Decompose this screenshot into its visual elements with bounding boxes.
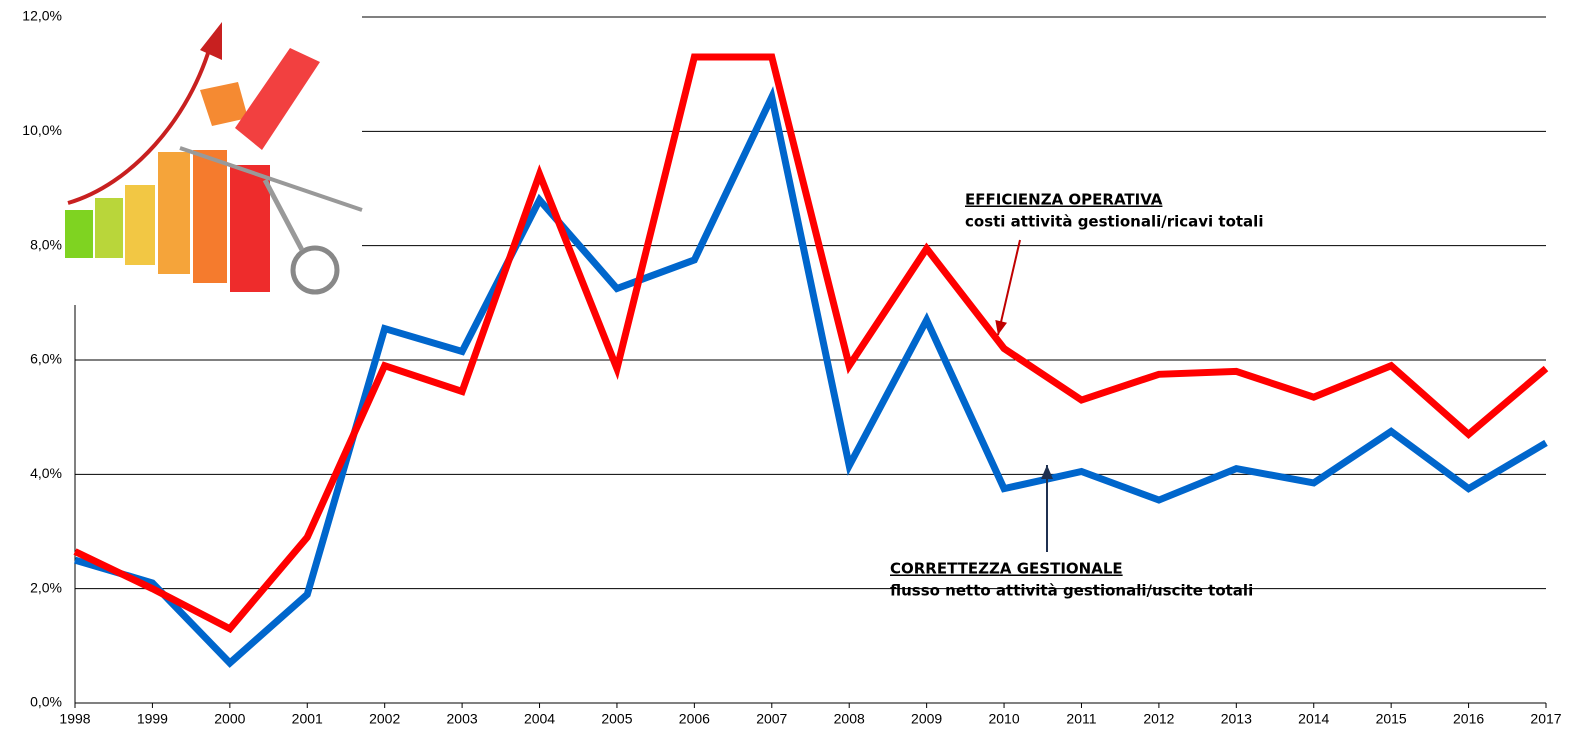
- x-tick-label: 2004: [524, 711, 555, 727]
- y-tick-label: 2,0%: [30, 579, 62, 595]
- x-tick-label: 2012: [1143, 711, 1174, 727]
- x-tick-label: 2002: [369, 711, 400, 727]
- annotation-arrow-head: [995, 320, 1008, 335]
- y-tick-label: 0,0%: [30, 694, 62, 710]
- illustration: [60, 10, 363, 305]
- illustration-scissors: [179, 146, 363, 212]
- y-tick-label: 4,0%: [30, 465, 62, 481]
- annotation-text: costi attività gestionali/ricavi totali: [965, 213, 1263, 231]
- illustration-arrow: [67, 39, 214, 205]
- illustration-bar: [125, 185, 155, 265]
- annotation-text: flusso netto attività gestionali/uscite …: [890, 582, 1253, 600]
- x-tick-label: 2006: [679, 711, 710, 727]
- illustration-bar: [65, 210, 93, 258]
- y-tick-label: 12,0%: [22, 8, 62, 24]
- x-tick-label: 2001: [292, 711, 323, 727]
- x-tick-label: 2007: [756, 711, 787, 727]
- x-tick-label: 2014: [1298, 711, 1329, 727]
- illustration-arrow-head: [200, 22, 222, 60]
- x-tick-label: 2016: [1453, 711, 1484, 727]
- x-tick-label: 2011: [1066, 711, 1096, 727]
- x-tick-label: 1999: [137, 711, 168, 727]
- x-tick-label: 2005: [601, 711, 632, 727]
- annotation-title: CORRETTEZZA GESTIONALE: [890, 560, 1123, 578]
- y-tick-label: 6,0%: [30, 351, 62, 367]
- x-tick-label: 1998: [59, 711, 90, 727]
- x-tick-label: 2003: [447, 711, 478, 727]
- x-tick-label: 2008: [834, 711, 865, 727]
- illustration-bar: [158, 152, 190, 274]
- annotation-title: EFFICIENZA OPERATIVA: [965, 191, 1163, 209]
- illustration-bar: [95, 198, 123, 258]
- illustration-shape: [235, 48, 320, 150]
- annotation-arrow: [997, 239, 1021, 336]
- illustration-shape: [200, 82, 248, 126]
- y-tick-label: 8,0%: [30, 236, 62, 252]
- illustration-bar: [230, 165, 270, 292]
- x-tick-label: 2013: [1221, 711, 1252, 727]
- annotation-arrow-head: [1041, 465, 1053, 479]
- illustration-scissors: [262, 178, 305, 252]
- y-tick-label: 10,0%: [22, 122, 62, 138]
- plot: [73, 53, 1549, 708]
- illustration-bar: [193, 150, 227, 283]
- x-tick-label: 2000: [214, 711, 245, 727]
- x-tick-label: 2010: [988, 711, 1019, 727]
- illustration-scissors: [290, 245, 340, 295]
- x-tick-label: 2017: [1530, 711, 1561, 727]
- x-tick-label: 2009: [911, 711, 942, 727]
- x-tick-label: 2015: [1376, 711, 1407, 727]
- series-line: [74, 86, 1548, 668]
- series-line: [73, 53, 1549, 634]
